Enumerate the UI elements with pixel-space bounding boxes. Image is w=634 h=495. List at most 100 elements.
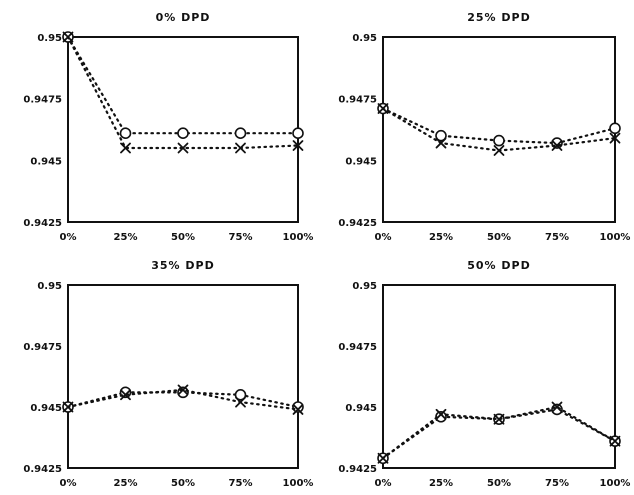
series-line <box>66 391 300 409</box>
data-point-x <box>292 404 304 415</box>
panel-title: 35% DPD <box>151 259 214 272</box>
y-tick-label: 0.945 <box>30 403 62 414</box>
x-tick-label: 25% <box>114 478 138 489</box>
panel-25pct-dpd: 25% DPD 0.95 0.9475 0.945 0.9425 0% 25% 50% 75%… <box>338 11 630 243</box>
x-stroke <box>493 413 505 425</box>
x-tick-label: 50% <box>487 478 511 489</box>
y-tick-label: 0.9475 <box>338 95 377 106</box>
panel-50pct-dpd: 50% DPD 0.95 0.9475 0.945 0.9425 0% 25% 50% 75%… <box>338 259 630 489</box>
y-tick-label: 0.9475 <box>23 342 62 353</box>
panel-title: 25% DPD <box>467 11 530 24</box>
data-point-x <box>177 384 189 396</box>
x-stroke <box>177 384 189 396</box>
data-point-x <box>177 142 189 154</box>
data-point-x <box>551 140 563 151</box>
y-tick-label: 0.9425 <box>338 464 377 475</box>
series-line <box>66 35 300 135</box>
x-stroke <box>377 103 389 114</box>
data-point-circle <box>435 129 447 142</box>
y-tick-label: 0.9425 <box>338 218 377 229</box>
y-tick-label: 0.95 <box>352 33 377 44</box>
x-stroke <box>292 140 304 151</box>
y-tick-label: 0.9475 <box>23 95 62 106</box>
data-point-x <box>292 140 304 151</box>
x-stroke <box>177 142 189 154</box>
data-point-x <box>493 413 505 425</box>
x-tick-label: 50% <box>171 232 195 243</box>
x-tick-label: 0% <box>60 478 77 489</box>
x-tick-label: 100% <box>600 478 631 489</box>
data-point-x <box>62 31 74 43</box>
data-point-x <box>435 137 447 149</box>
data-point-x <box>377 103 389 114</box>
data-point-circle <box>292 401 304 413</box>
data-point-circle <box>493 134 505 147</box>
x-stroke <box>435 137 447 149</box>
y-tick-label: 0.9425 <box>23 218 62 229</box>
panel-title: 0% DPD <box>156 11 211 24</box>
y-tick-label: 0.95 <box>352 281 377 292</box>
x-stroke <box>377 452 389 464</box>
data-point-x <box>120 389 131 401</box>
x-tick-label: 50% <box>487 232 511 243</box>
data-point-x <box>235 396 246 408</box>
x-tick-label: 100% <box>600 232 631 243</box>
data-point-circle <box>234 388 247 401</box>
x-stroke <box>235 396 246 408</box>
x-stroke <box>62 31 74 43</box>
plot-frame <box>382 36 616 223</box>
y-tick-label: 0.945 <box>345 156 377 167</box>
x-stroke <box>609 435 621 447</box>
data-point-x <box>551 401 563 413</box>
x-stroke <box>435 408 447 420</box>
data-point-x <box>609 435 621 447</box>
series-line <box>381 408 617 460</box>
x-tick-label: 75% <box>229 478 253 489</box>
x-stroke <box>62 401 74 413</box>
data-point-circle <box>609 122 621 135</box>
y-tick-label: 0.95 <box>37 33 62 44</box>
x-tick-label: 0% <box>60 232 77 243</box>
x-tick-label: 25% <box>114 232 138 243</box>
x-stroke <box>120 389 131 401</box>
x-stroke <box>609 132 621 144</box>
panel-35pct-dpd: 35% DPD 0.95 0.9475 0.945 0.9425 0% 25% 50% 75%… <box>23 259 313 489</box>
x-tick-label: 75% <box>545 232 569 243</box>
data-point-x <box>62 401 74 413</box>
plot-frame <box>382 284 616 469</box>
x-stroke <box>235 142 246 154</box>
data-point-circle <box>177 127 189 139</box>
data-point-circle <box>119 127 132 139</box>
y-tick-label: 0.945 <box>30 156 62 167</box>
x-stroke <box>551 401 563 413</box>
data-point-x <box>609 132 621 144</box>
x-tick-label: 25% <box>429 478 453 489</box>
y-tick-label: 0.95 <box>37 281 62 292</box>
panel-0pct-dpd: 0% DPD 0.95 0.9475 0.945 0.9425 0% 25% 50% 75% 1… <box>23 11 313 243</box>
data-point-circle <box>292 127 304 139</box>
x-tick-label: 100% <box>283 478 314 489</box>
x-tick-label: 100% <box>283 232 314 243</box>
y-tick-label: 0.9475 <box>338 342 377 353</box>
x-stroke <box>551 140 563 151</box>
x-tick-label: 50% <box>171 478 195 489</box>
x-stroke <box>120 142 131 154</box>
x-tick-label: 75% <box>545 478 569 489</box>
data-point-x <box>235 142 246 154</box>
data-point-x <box>120 142 131 154</box>
panel-title: 50% DPD <box>467 259 530 272</box>
data-point-circle <box>234 127 247 139</box>
y-tick-label: 0.9425 <box>23 464 62 475</box>
x-tick-label: 0% <box>375 478 392 489</box>
x-stroke <box>493 145 505 156</box>
data-point-x <box>377 452 389 464</box>
x-tick-label: 0% <box>375 232 392 243</box>
x-stroke <box>292 404 304 415</box>
x-tick-label: 75% <box>229 232 253 243</box>
x-tick-label: 25% <box>429 232 453 243</box>
data-point-x <box>493 145 505 156</box>
y-tick-label: 0.945 <box>345 403 377 414</box>
plot-frame <box>67 284 299 469</box>
data-point-x <box>435 408 447 420</box>
